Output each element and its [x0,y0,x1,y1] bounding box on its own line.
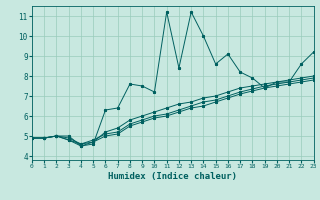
X-axis label: Humidex (Indice chaleur): Humidex (Indice chaleur) [108,172,237,181]
